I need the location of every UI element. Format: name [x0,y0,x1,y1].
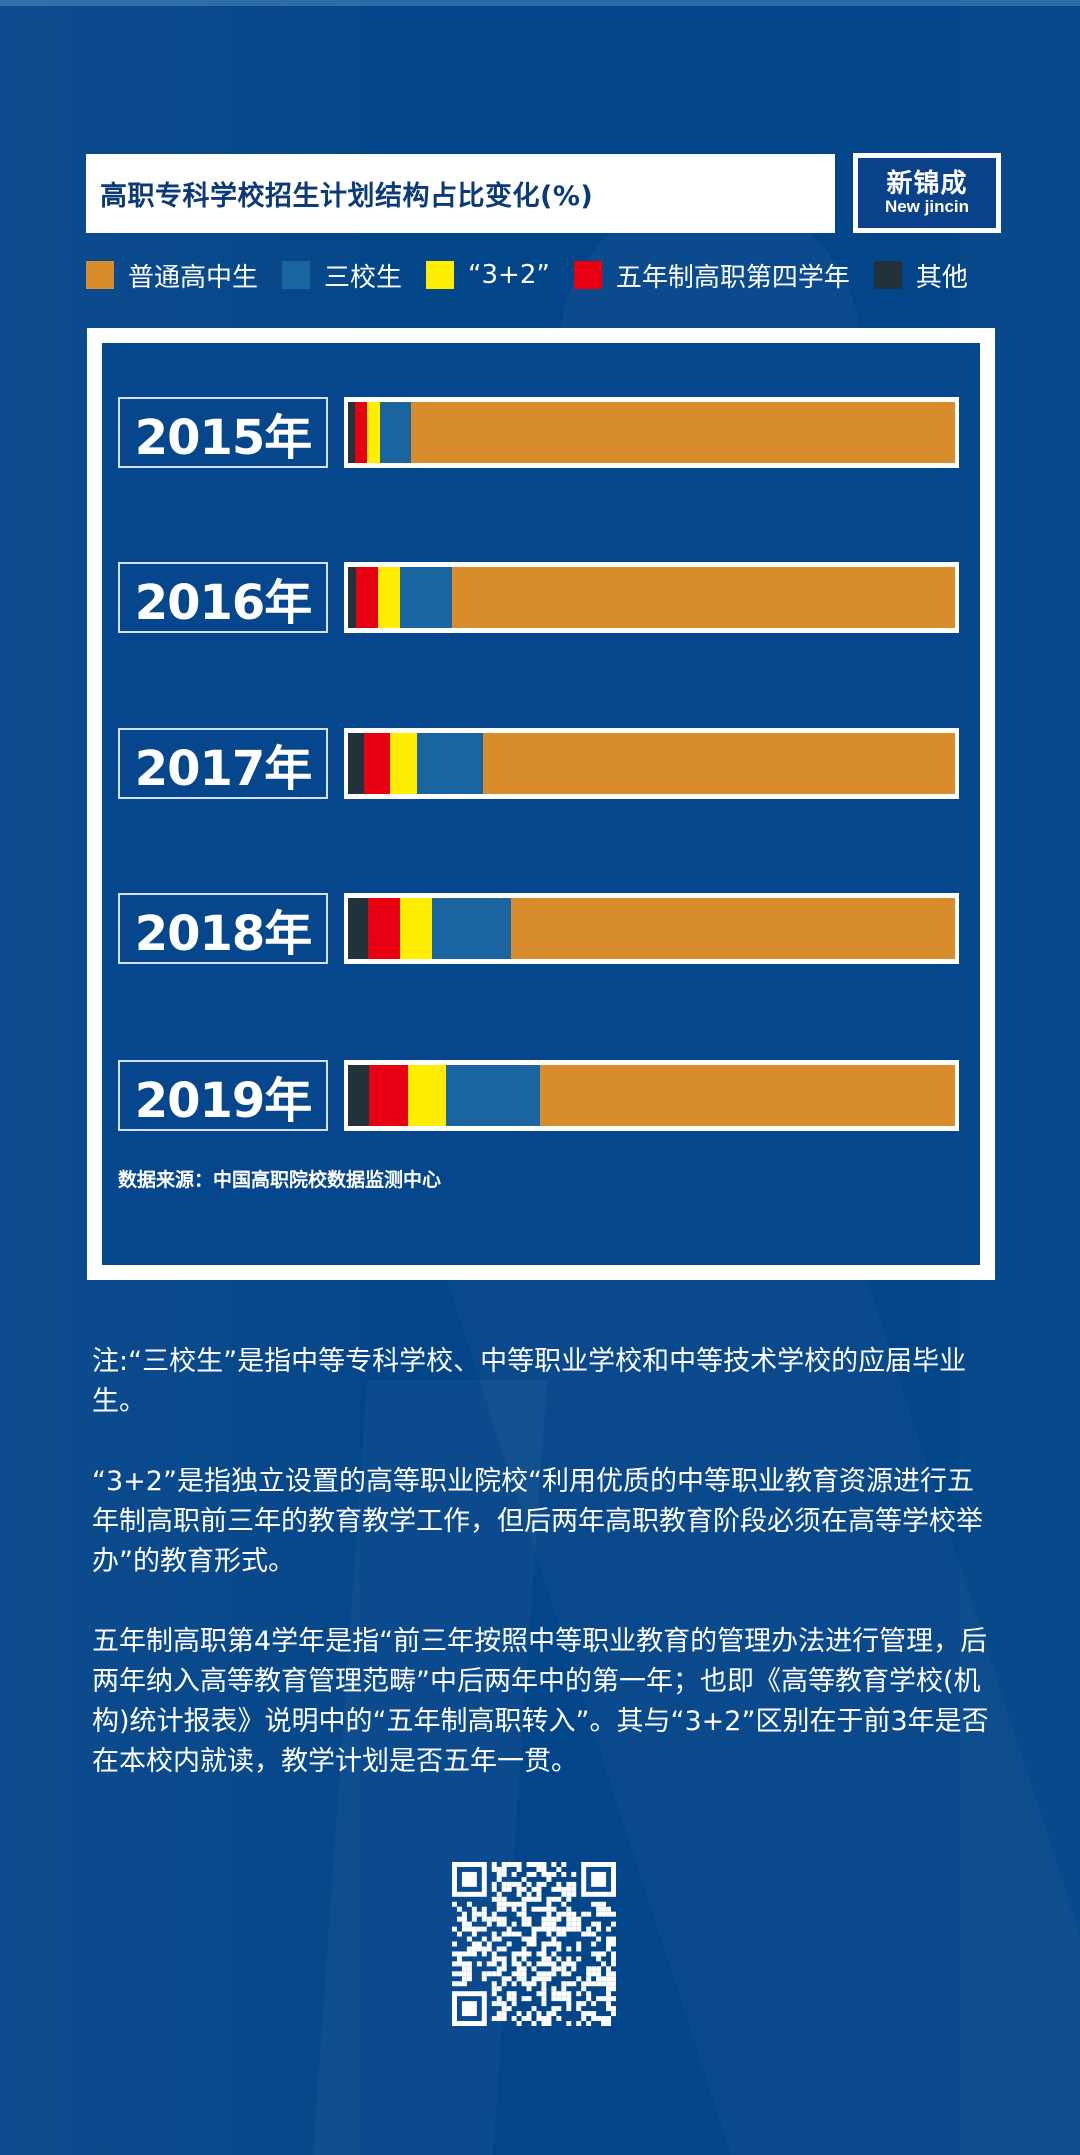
legend-item-3plus2: “3+2” [426,260,550,290]
logo-inner: 新锦成 New jincin [858,158,996,228]
legend-item-other: 其他 [873,257,968,294]
chart-row-2018: 2018年 [118,893,978,964]
year-label: 2017年 [134,740,313,797]
year-label-box: 2018年 [118,893,328,964]
bar-segment [367,402,381,463]
legend-swatch [573,261,602,289]
stacked-bar [348,1065,955,1126]
bar-segment [355,567,378,628]
legend-swatch [86,261,114,289]
chart-row-2017: 2017年 [118,728,978,799]
legend-label: “3+2” [468,260,550,290]
bar-segment [348,402,356,463]
legend-label: 普通高中生 [128,262,259,293]
chart-row-2016: 2016年 [118,562,978,633]
logo-english-text: New jincin [884,197,970,216]
chart-legend: 普通高中生 三校生 “3+2” 五年制高职第四学年 其他 [86,255,1006,295]
bar-segment [380,402,412,463]
legend-item-five-year-fourth: 五年制高职第四学年 [573,257,850,294]
bar-segment [408,1065,447,1126]
bar-segment [377,567,400,628]
bar-segment [400,898,433,959]
bar-segment [432,898,511,959]
year-label: 2018年 [134,905,313,962]
bar-segment [510,898,955,959]
chart-row-2015: 2015年 [118,397,978,468]
stacked-bar [348,733,955,794]
note-five-year: 五年制高职第4学年是指“前三年按照中等职业教育的管理办法进行管理，后两年纳入高等… [92,1626,989,1777]
bar-frame [344,1060,959,1131]
notes-section: 注:“三校生”是指中等专科学校、中等职业学校和中等技术学校的应届毕业生。 “3+… [92,1342,992,1822]
year-label-box: 2019年 [118,1060,328,1131]
legend-label: 五年制高职第四学年 [615,262,850,293]
bar-segment [355,402,368,463]
note-three-school: 注:“三校生”是指中等专科学校、中等职业学校和中等技术学校的应届毕业生。 [92,1346,967,1417]
bar-segment [452,567,955,628]
legend-item-regular-high-school: 普通高中生 [86,257,258,294]
bar-segment [348,1065,370,1126]
legend-swatch [282,261,311,289]
top-edge [0,0,1080,6]
chart-panel: 2015年 2016年 2017年 2018年 2019年 [87,328,995,1280]
year-label: 2015年 [134,409,313,466]
bar-segment [540,1065,955,1126]
bar-segment [390,733,417,794]
stacked-bar [348,567,955,628]
note-3plus2: “3+2”是指独立设置的高等职业院校“利用优质的中等职业教育资源进行五年制高职前… [92,1466,983,1577]
year-label-box: 2015年 [118,397,328,468]
chart-title: 高职专科学校招生计划结构占比变化(%) [100,181,594,212]
bar-segment [399,567,453,628]
legend-swatch [426,261,455,289]
year-label: 2016年 [134,574,313,631]
logo-chinese-text: 新锦成 [886,169,968,199]
bar-segment [369,1065,409,1126]
qr-code-icon [452,1862,616,2026]
year-label: 2019年 [134,1072,313,1129]
bar-segment [411,402,955,463]
legend-label: 三校生 [324,262,403,293]
bar-segment [416,733,484,794]
bar-segment [348,567,356,628]
bar-segment [363,733,391,794]
year-label-box: 2017年 [118,728,328,799]
bar-frame [344,893,959,964]
legend-label: 其他 [915,262,968,293]
brand-logo: 新锦成 New jincin [853,153,1001,233]
bar-frame [344,728,959,799]
qr-code[interactable] [452,1862,616,2026]
bar-segment [483,733,955,794]
stacked-bar [348,898,955,959]
data-source: 数据来源：中国高职院校数据监测中心 [118,1169,442,1191]
chart-row-2019: 2019年 [118,1060,978,1131]
bar-segment [348,733,364,794]
chart-title-bar: 高职专科学校招生计划结构占比变化(%) [86,154,835,233]
legend-swatch [873,261,902,289]
year-label-box: 2016年 [118,562,328,633]
bar-segment [446,1065,541,1126]
bar-frame [344,397,959,468]
bar-frame [344,562,959,633]
bar-segment [368,898,401,959]
stacked-bar [348,402,955,463]
bar-segment [348,898,369,959]
legend-item-three-school: 三校生 [282,257,402,294]
